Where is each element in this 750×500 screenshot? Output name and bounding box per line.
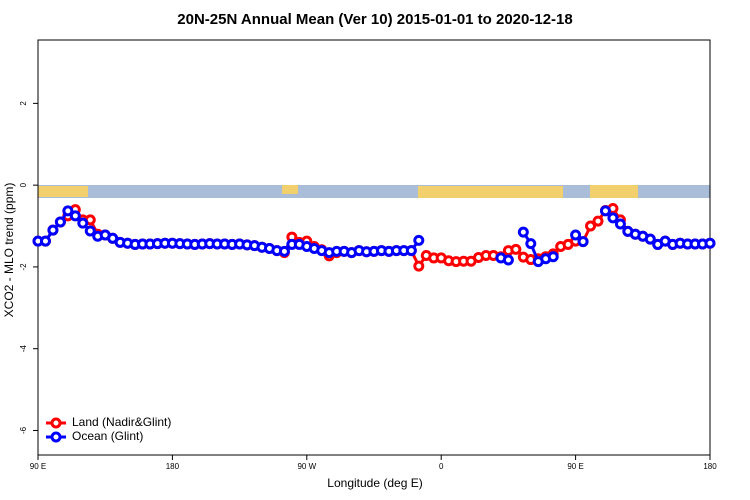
map-strip bbox=[38, 185, 710, 198]
point bbox=[278, 245, 290, 257]
land-strip bbox=[418, 186, 563, 198]
y-tick-label: -4 bbox=[19, 345, 28, 353]
legend-label: Ocean (Glint) bbox=[72, 429, 143, 443]
point bbox=[77, 217, 89, 229]
point bbox=[62, 205, 74, 217]
point bbox=[577, 236, 589, 248]
x-tick-label: 90 E bbox=[567, 462, 583, 471]
point bbox=[704, 237, 716, 249]
legend-marker bbox=[50, 417, 62, 429]
x-axis-label: Longitude (deg E) bbox=[327, 476, 422, 490]
point bbox=[592, 215, 604, 227]
point bbox=[510, 243, 522, 255]
y-tick-label: 0 bbox=[19, 182, 28, 187]
x-tick-label: 0 bbox=[439, 462, 444, 471]
y-tick-label: -2 bbox=[19, 263, 28, 271]
x-tick-label: 180 bbox=[703, 462, 717, 471]
y-axis-label: XCO2 - MLO trend (ppm) bbox=[2, 183, 16, 318]
point bbox=[599, 205, 611, 217]
land-strip bbox=[38, 186, 88, 197]
point bbox=[413, 234, 425, 246]
legend-label: Land (Nadir&Glint) bbox=[72, 415, 171, 429]
land-strip bbox=[282, 185, 298, 194]
point bbox=[39, 235, 51, 247]
point bbox=[47, 224, 59, 236]
point bbox=[413, 260, 425, 272]
y-tick-label: -6 bbox=[19, 426, 28, 434]
point bbox=[69, 210, 81, 222]
point bbox=[525, 238, 537, 250]
land-strip bbox=[590, 185, 638, 198]
point bbox=[644, 233, 656, 245]
point bbox=[502, 254, 514, 266]
x-tick-label: 90 W bbox=[297, 462, 316, 471]
point bbox=[54, 216, 66, 228]
point bbox=[84, 225, 96, 237]
legend-marker bbox=[50, 431, 62, 443]
x-tick-label: 180 bbox=[166, 462, 180, 471]
point bbox=[517, 226, 529, 238]
point bbox=[547, 251, 559, 263]
chart-title: 20N-25N Annual Mean (Ver 10) 2015-01-01 … bbox=[177, 11, 572, 28]
y-tick-label: 2 bbox=[19, 101, 28, 106]
point bbox=[585, 220, 597, 232]
point bbox=[570, 229, 582, 241]
x-tick-label: 90 E bbox=[30, 462, 46, 471]
point bbox=[614, 218, 626, 230]
point bbox=[405, 245, 417, 257]
point bbox=[607, 212, 619, 224]
